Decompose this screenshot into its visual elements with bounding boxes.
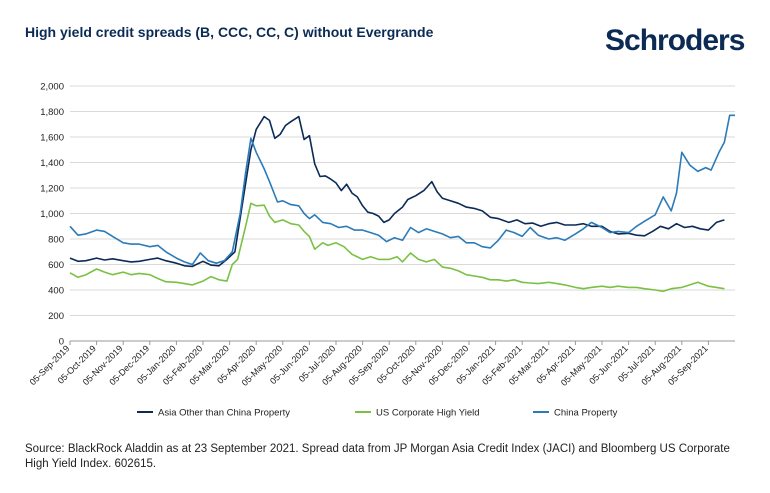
y-axis: 0 200 400 600 800 1,000 1,200 1,400 1,600 1,800 2,… — [40, 82, 64, 348]
schroders-logo: Schroders — [605, 23, 753, 59]
series-line — [69, 115, 725, 268]
x-axis: 05-Sep-201905-Oct-201905-Nov-201905-Dec-… — [28, 341, 710, 388]
y-tick-label: 600 — [48, 260, 64, 271]
y-tick-label: 800 — [48, 235, 64, 246]
logo-text: Schroders — [605, 24, 745, 57]
y-tick-label: 1,000 — [40, 209, 64, 220]
legend-label: US Corporate High Yield — [376, 408, 480, 419]
y-tick-label: 1,600 — [40, 133, 64, 144]
y-tick-label: 2,000 — [40, 82, 64, 93]
legend: Asia Other than China Property US Corpora… — [137, 408, 618, 419]
grid-lines — [70, 85, 735, 342]
y-tick-label: 1,400 — [40, 158, 64, 169]
y-tick-label: 200 — [48, 311, 64, 322]
series-lines — [69, 114, 735, 293]
y-tick-label: 1,200 — [40, 184, 64, 195]
y-tick-label: 400 — [48, 286, 64, 297]
series-line — [69, 114, 735, 266]
source-note: Source: BlackRock Aladdin as at 23 Septe… — [25, 443, 730, 470]
line-chart: 0 200 400 600 800 1,000 1,200 1,400 1,600 1,800 2,… — [28, 82, 735, 419]
y-tick-label: 1,800 — [40, 107, 64, 118]
y-tick-label: 0 — [59, 337, 64, 348]
chart-title: High yield credit spreads (B, CCC, CC, C… — [25, 24, 434, 40]
legend-label: China Property — [554, 408, 618, 419]
series-line — [69, 202, 725, 293]
legend-label: Asia Other than China Property — [158, 408, 290, 419]
